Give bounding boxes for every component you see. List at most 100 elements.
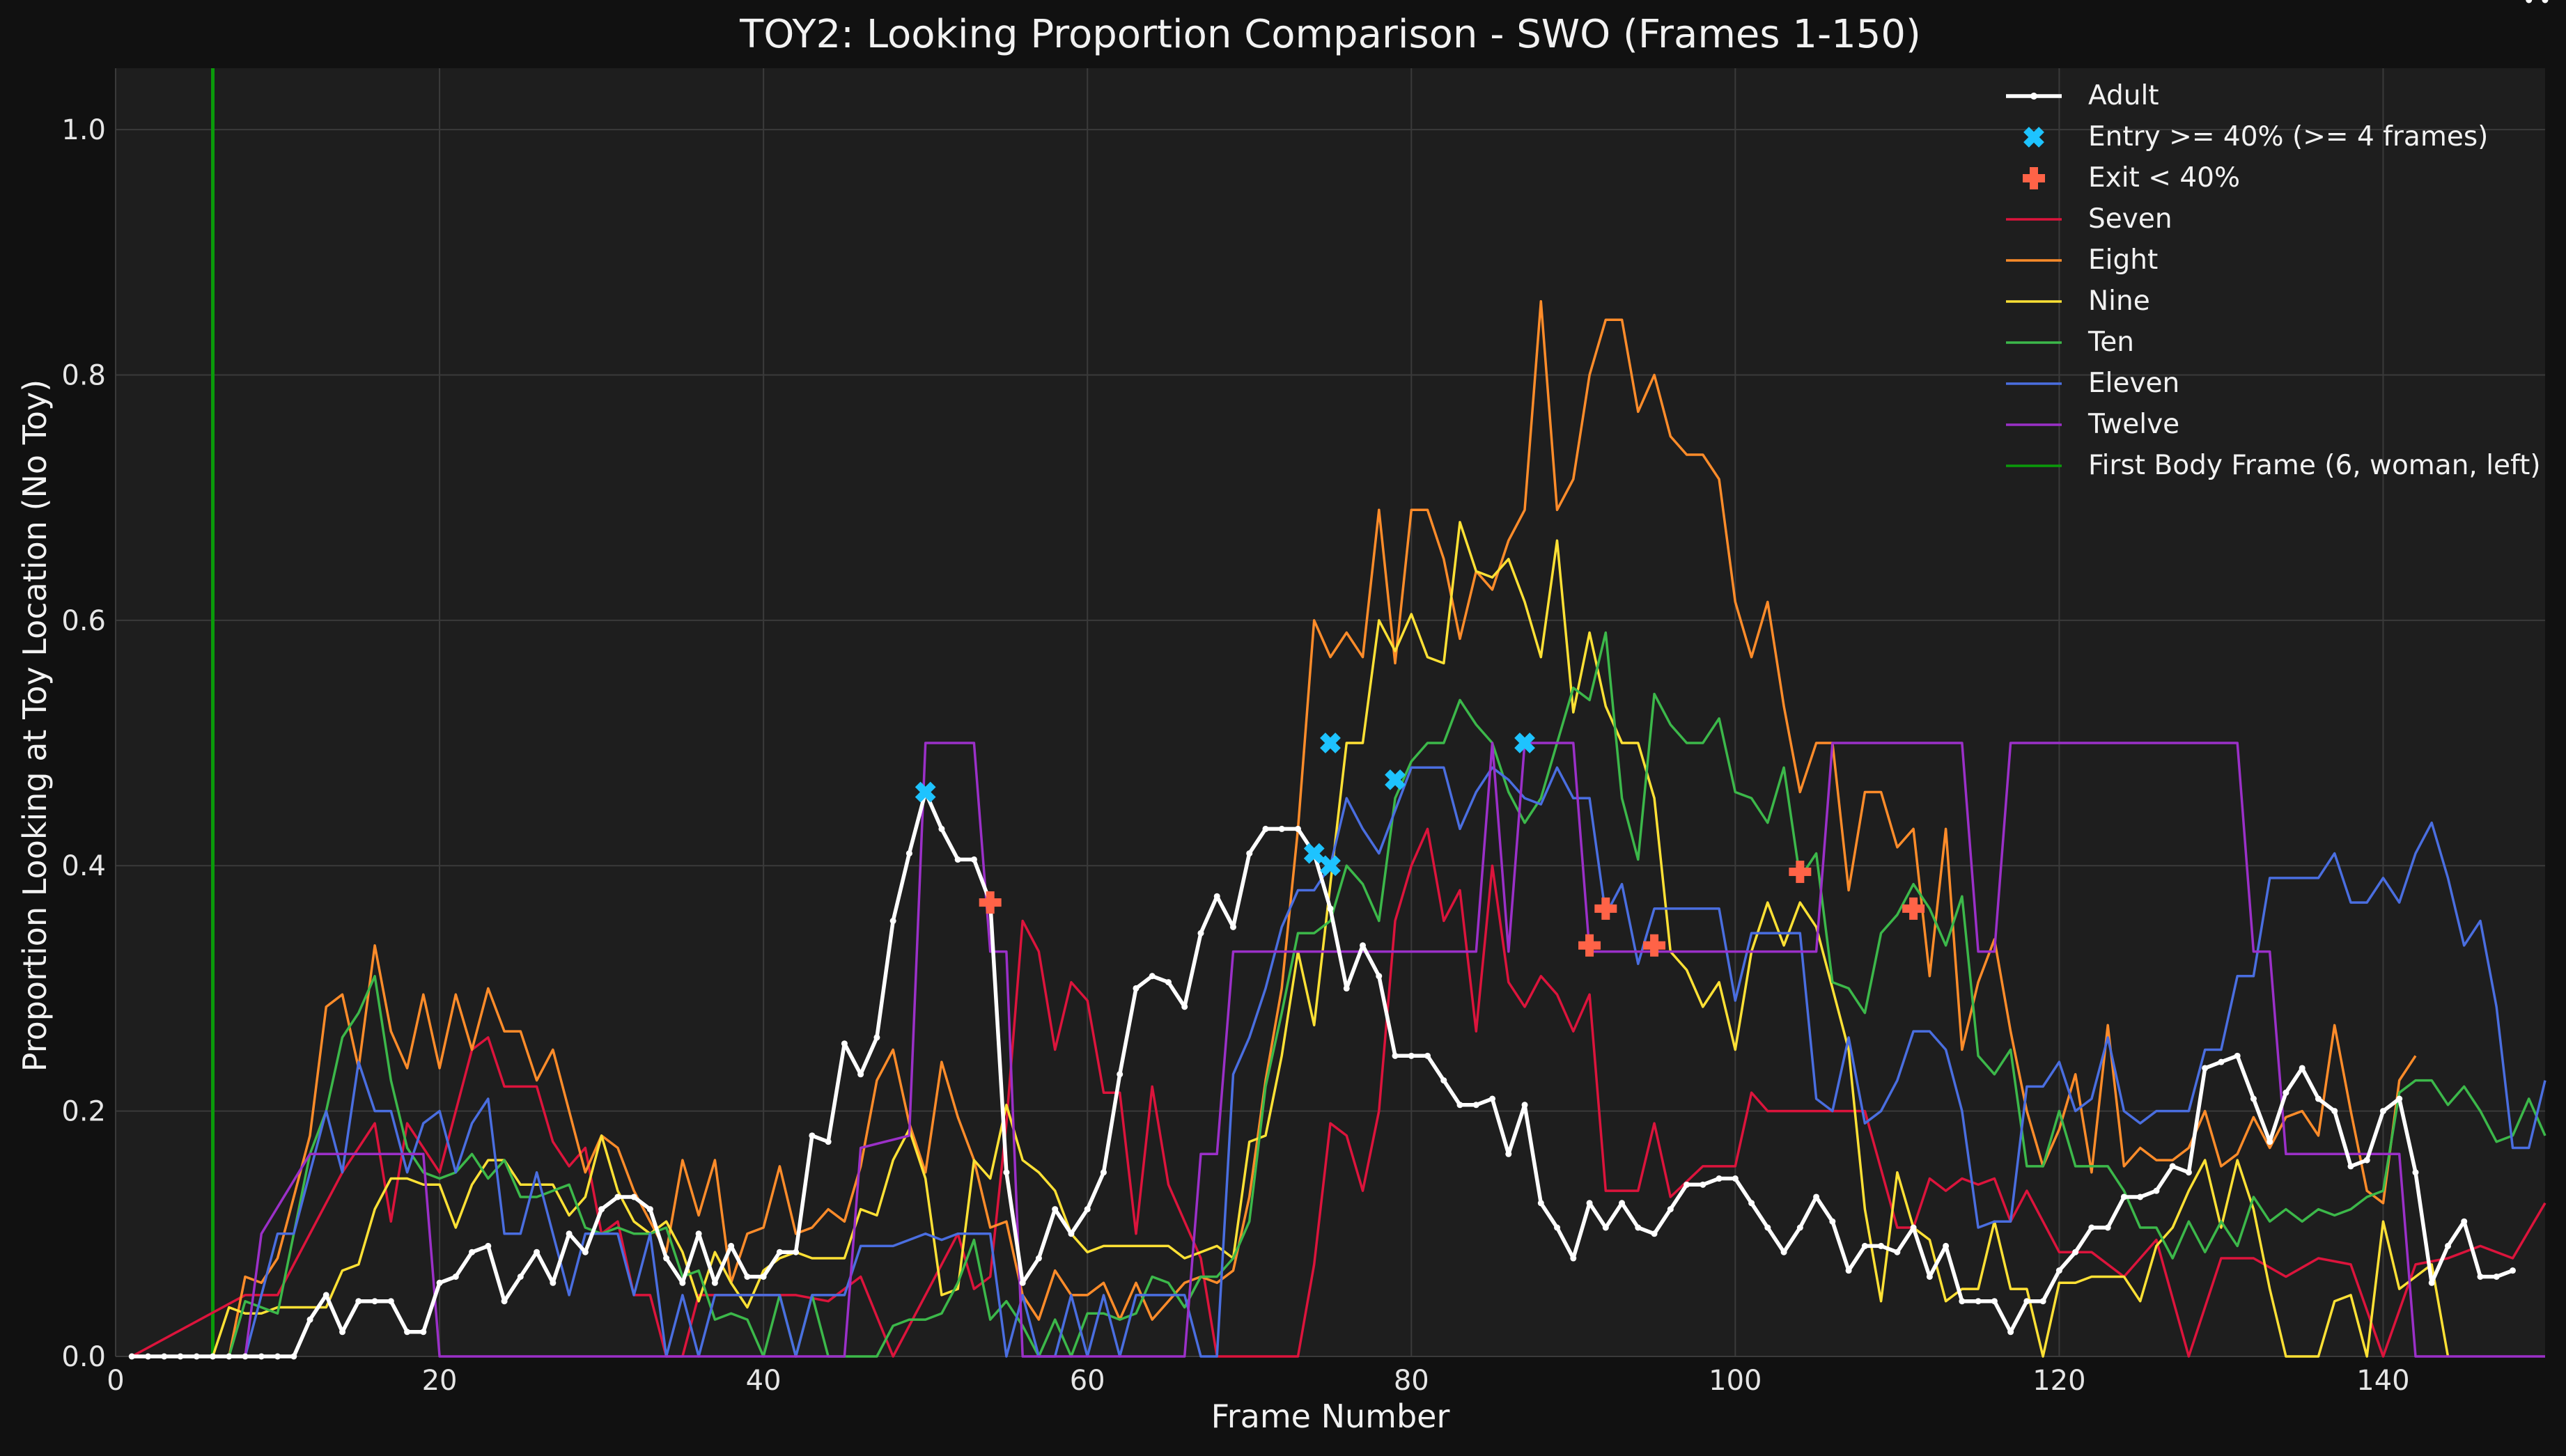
adult-point: [2347, 1163, 2354, 1170]
adult-point: [1360, 942, 1367, 949]
adult-point: [1197, 930, 1204, 937]
adult-point: [889, 918, 896, 925]
adult-point: [2169, 1163, 2176, 1170]
adult-point: [2493, 1273, 2500, 1280]
adult-dots: [128, 0, 2549, 1360]
y-tick-label: 0.6: [61, 605, 106, 637]
adult-point: [1052, 1206, 1059, 1213]
adult-point: [1521, 1102, 1528, 1109]
adult-point: [1700, 1181, 1706, 1188]
exit-marker-bar-v: [986, 891, 995, 914]
adult-point: [1667, 1206, 1674, 1213]
adult-point: [1619, 1200, 1626, 1207]
adult-point: [582, 1248, 589, 1255]
adult-point: [1991, 1298, 1998, 1305]
adult-point: [905, 850, 912, 857]
adult-point: [2363, 1157, 2370, 1164]
adult-point: [1376, 973, 1383, 980]
adult-point: [711, 1279, 718, 1286]
adult-point: [938, 825, 945, 832]
entry-marker: [915, 781, 936, 803]
adult-point: [2023, 1298, 2030, 1305]
legend-exit-swatch-bar-v: [2030, 167, 2038, 189]
adult-point: [598, 1206, 605, 1213]
adult-point: [1684, 1181, 1690, 1188]
adult-point: [744, 1273, 751, 1280]
adult-point: [1586, 1200, 1593, 1207]
adult-point: [1959, 1298, 1966, 1305]
adult-point: [2526, 0, 2533, 3]
adult-point: [404, 1329, 411, 1336]
exit-marker-bar-v: [1909, 897, 1918, 920]
adult-point: [1748, 1200, 1755, 1207]
adult-point: [760, 1273, 767, 1280]
adult-point: [1861, 1242, 1868, 1249]
adult-point: [210, 1353, 217, 1360]
adult-point: [1262, 825, 1269, 832]
legend-label: Seven: [2088, 203, 2172, 235]
adult-point: [2055, 1267, 2062, 1274]
adult-point: [1084, 1206, 1091, 1213]
y-tick-label: 1.0: [61, 114, 106, 146]
adult-point: [2509, 1267, 2516, 1274]
entry-marker-stroke-b: [1514, 733, 1535, 753]
adult-point: [1003, 1169, 1010, 1176]
adult-point: [420, 1329, 427, 1336]
adult-point: [1943, 1242, 1950, 1249]
adult-point: [485, 1242, 492, 1249]
adult-point: [161, 1353, 168, 1360]
adult-point: [1068, 1230, 1075, 1237]
x-tick-label: 40: [746, 1365, 782, 1397]
adult-point: [679, 1279, 686, 1286]
adult-point: [1343, 985, 1350, 992]
adult-point: [1440, 1077, 1447, 1084]
adult-point: [1294, 825, 1301, 832]
x-tick-label: 60: [1070, 1365, 1105, 1397]
adult-point: [2218, 1058, 2225, 1065]
y-tick-labels: 0.0 0.2 0.4 0.6 0.8 1.0: [61, 114, 106, 1373]
legend-item: Seven: [2006, 203, 2172, 235]
adult-point: [2283, 1089, 2289, 1096]
adult-point: [1845, 1267, 1852, 1274]
adult-point: [1570, 1255, 1577, 1262]
adult-point: [1019, 1279, 1026, 1286]
adult-point: [177, 1353, 184, 1360]
adult-point: [2266, 1138, 2273, 1145]
adult-point: [550, 1279, 557, 1286]
adult-point: [371, 1298, 378, 1305]
event-markers: [915, 733, 1925, 957]
adult-point: [501, 1298, 508, 1305]
series-lines: [131, 300, 2546, 1359]
legend-item: Eleven: [2006, 368, 2179, 399]
adult-point: [1181, 1003, 1188, 1010]
exit-marker-bar-v: [1601, 897, 1610, 920]
legend-label: Nine: [2088, 285, 2150, 317]
adult-point: [1505, 1150, 1512, 1157]
x-axis-label: Frame Number: [1211, 1398, 1450, 1435]
adult-point: [1716, 1175, 1723, 1182]
adult-point: [2477, 1273, 2484, 1280]
legend-entry-swatch-stroke-b: [2023, 127, 2044, 148]
adult-point: [452, 1273, 459, 1280]
adult-point: [1651, 1230, 1658, 1237]
adult-point: [1392, 1052, 1399, 1059]
adult-point: [2379, 1108, 2386, 1115]
series-line-nine: [132, 521, 2450, 1358]
adult-point: [1246, 850, 1253, 857]
adult-point: [1424, 1052, 1431, 1059]
exit-marker: [1789, 861, 1812, 884]
adult-point: [1764, 1224, 1771, 1231]
x-tick-label: 80: [1394, 1365, 1429, 1397]
legend-item: Exit < 40%: [2023, 162, 2240, 194]
adult-point: [1635, 1224, 1642, 1231]
exit-marker: [1594, 897, 1617, 920]
adult-point: [1100, 1169, 1107, 1176]
adult-point: [306, 1316, 313, 1323]
adult-point: [825, 1138, 832, 1145]
adult-point: [1278, 825, 1285, 832]
x-tick-label: 20: [422, 1365, 458, 1397]
entry-marker-stroke-b: [1320, 733, 1341, 753]
y-tick-label: 0.8: [61, 359, 106, 391]
y-axis-label: Proportion Looking at Toy Location (No T…: [16, 379, 54, 1072]
